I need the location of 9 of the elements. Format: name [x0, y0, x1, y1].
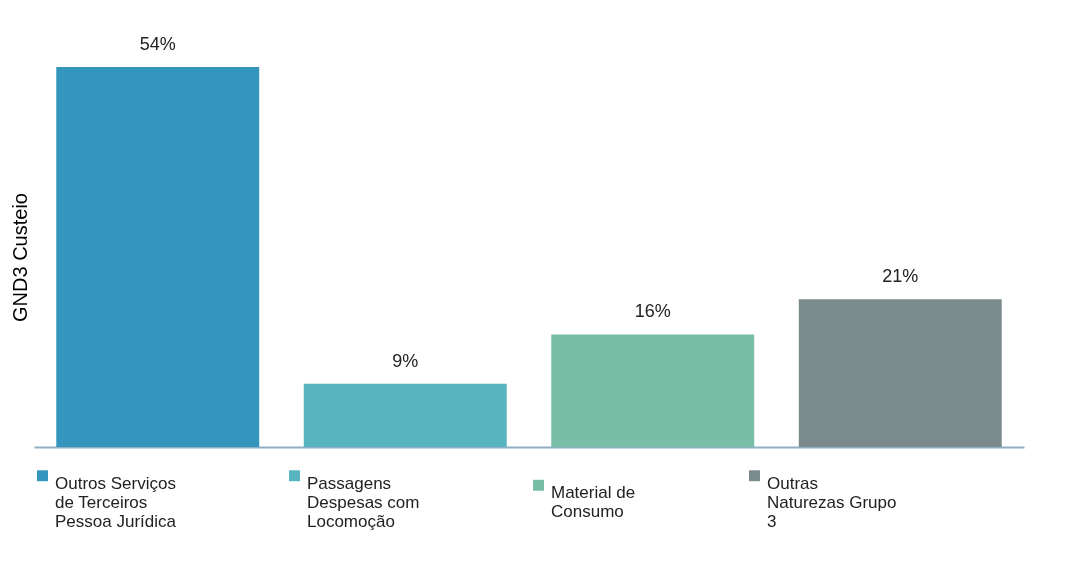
legend-label: Outras Naturezas Grupo 3 — [767, 473, 897, 531]
legend-label: Outros Serviços de Terceiros Pessoa Jurídica — [55, 473, 177, 531]
data-label: 54% — [139, 34, 176, 54]
data-label: 9% — [392, 350, 419, 371]
y-axis-title: GND3 Custeio — [8, 193, 31, 322]
data-label: 21% — [882, 266, 919, 287]
legend-label: Passagens Despesas com Locomoção — [307, 473, 420, 531]
data-label: 16% — [634, 301, 671, 322]
legend-label: Material de Consumo — [551, 483, 636, 522]
